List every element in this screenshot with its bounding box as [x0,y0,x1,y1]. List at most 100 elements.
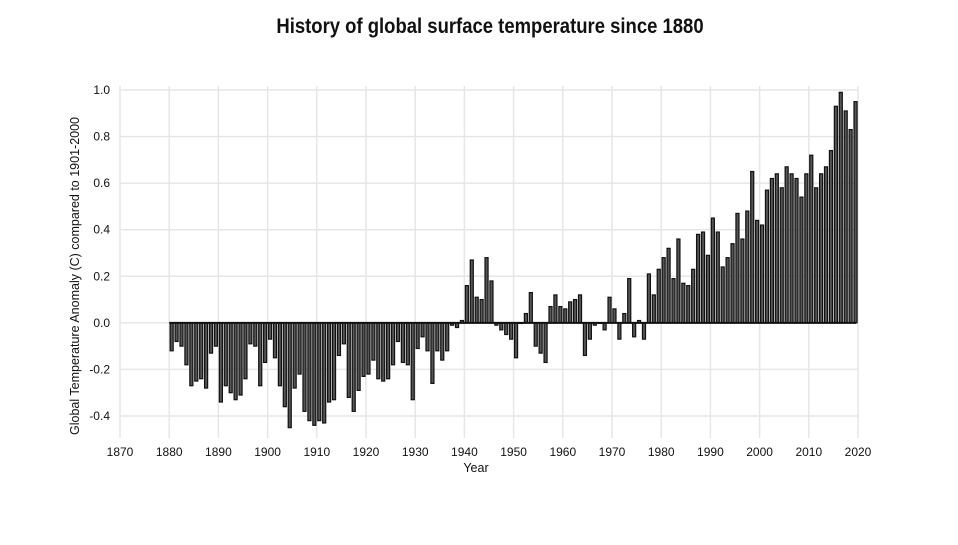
bar-2019 [853,101,858,324]
bar-2015 [833,105,838,324]
bar-1907 [302,322,307,412]
grid-lines [119,86,859,438]
bar-1883 [184,322,189,366]
bar-1921 [371,322,376,361]
bar-1961 [568,301,573,324]
bar-series [169,91,858,429]
bar-2001 [764,189,770,324]
bar-1885 [194,322,199,382]
bar-1988 [700,231,706,324]
bar-1998 [750,170,755,324]
bar-1931 [420,322,425,338]
bar-1952 [523,312,529,324]
bar-1955 [538,322,543,354]
bar-1922 [376,322,381,380]
bar-1898 [258,322,263,387]
x-tick-labels: 1870 1880 1890 1900 1910 1920 1930 1940 1950 1960… [107,445,872,459]
bar-1884 [189,322,194,387]
bar-1913 [331,322,337,401]
bar-1974 [632,322,637,338]
bar-1963 [577,294,583,324]
bar-1945 [489,280,494,324]
bar-2007 [794,177,799,324]
bar-1895 [243,322,248,380]
bar-1890 [218,322,223,403]
bar-1905 [292,322,297,389]
bar-1906 [297,322,302,375]
bar-1880 [169,322,174,352]
bar-1962 [572,298,578,324]
bar-2000 [759,224,765,324]
bar-1983 [676,238,681,324]
x-tick-label: 1970 [599,445,626,459]
bar-2005 [784,166,789,324]
bar-1970 [612,308,617,324]
bar-1949 [509,322,514,340]
x-tick-label: 1910 [303,445,330,459]
bar-1934 [435,322,440,352]
x-tick-label: 1890 [205,445,232,459]
y-tick-labels: -0.4 -0.2 0.0 0.2 0.4 0.6 0.8 1.0 [89,83,110,423]
bar-1973 [627,278,632,324]
x-tick-label: 1950 [500,445,527,459]
bar-1956 [543,322,548,364]
bar-1991 [715,231,720,324]
bar-1944 [484,257,489,324]
bar-2008 [799,196,804,324]
bar-1980 [661,257,666,324]
bar-1914 [336,322,342,357]
y-tick-label: 0.6 [93,176,110,190]
x-tick-label: 1900 [254,445,281,459]
bar-1976 [641,322,647,340]
bar-2013 [823,166,829,324]
bar-1901 [272,322,278,359]
bar-1924 [386,322,391,380]
x-tick-label: 1920 [353,445,380,459]
bar-1911 [322,322,327,424]
bar-1948 [504,322,509,336]
bar-1999 [755,219,760,324]
bar-1947 [499,322,504,331]
bar-2017 [843,110,848,324]
bar-1969 [607,296,612,324]
bar-2009 [804,173,809,324]
y-tick-label: -0.4 [89,409,110,423]
bar-1894 [238,322,243,396]
y-tick-label: -0.2 [89,362,110,376]
bar-1943 [479,298,484,324]
bar-1981 [666,247,671,324]
bar-2004 [779,187,784,324]
bar-1968 [602,322,607,331]
bar-1900 [267,322,273,340]
bar-1915 [341,322,346,345]
bar-1986 [691,268,696,324]
bar-1940 [464,285,469,324]
bar-1893 [233,322,238,401]
bar-1958 [553,294,558,324]
bar-1908 [307,322,312,422]
x-tick-label: 2020 [845,445,872,459]
bar-1889 [213,322,219,347]
bar-1979 [656,268,661,324]
bar-2014 [828,149,834,324]
bar-1919 [361,322,366,378]
bar-1909 [312,322,317,426]
y-tick-label: 0.0 [93,316,110,330]
bar-1916 [346,322,351,398]
bar-2006 [789,173,794,324]
bar-1899 [263,322,268,364]
bar-1960 [563,308,568,324]
bar-1927 [400,322,406,364]
bar-1941 [469,259,474,324]
bar-1912 [326,322,332,403]
x-axis-label: Year [463,461,488,475]
bar-1891 [223,322,228,387]
bar-1928 [405,322,410,366]
bar-1897 [253,322,258,347]
bar-1918 [356,322,361,391]
x-tick-label: 1870 [107,445,134,459]
bar-1930 [415,322,420,350]
bar-2011 [814,187,819,324]
bar-1917 [351,322,356,412]
x-tick-label: 1960 [549,445,576,459]
